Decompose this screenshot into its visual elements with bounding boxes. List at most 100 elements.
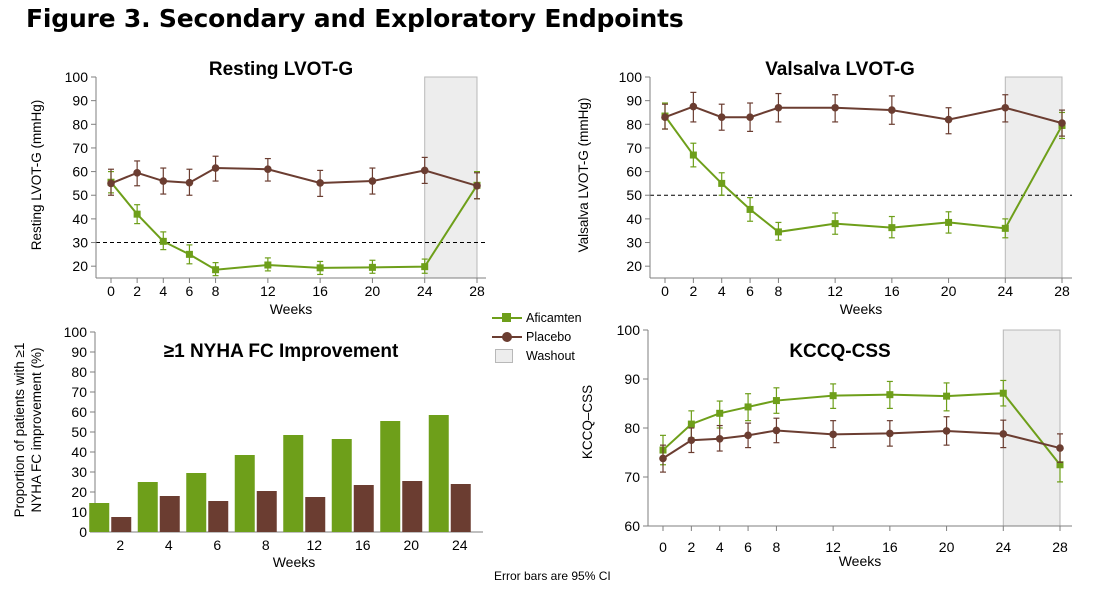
y-axis-label: Proportion of patients with ≥1 NYHA FC im…: [12, 343, 44, 518]
x-tick-label: 2: [689, 283, 697, 299]
x-tick-label: 4: [159, 283, 167, 299]
data-point: [999, 389, 1007, 397]
x-tick-label: 20: [939, 539, 955, 555]
y-tick-label: 80: [624, 420, 640, 436]
bar-aficamten: [137, 482, 158, 532]
x-tick-label: 12: [825, 539, 841, 555]
x-tick-label: 16: [882, 539, 898, 555]
x-tick-label: 24: [452, 537, 468, 553]
y-tick-label: 20: [71, 484, 87, 500]
bar-placebo: [159, 496, 180, 532]
x-tick-label: 4: [718, 283, 726, 299]
data-point: [1001, 224, 1009, 232]
y-tick-label: 50: [626, 187, 642, 203]
series-line: [664, 115, 1063, 233]
y-axis-label: Valsalva LVOT-G (mmHg): [576, 98, 591, 253]
y-tick-label: 70: [626, 140, 642, 156]
x-tick-label: 0: [107, 283, 115, 299]
legend-item-placebo: Placebo: [492, 327, 582, 346]
data-point: [421, 263, 429, 271]
x-tick-label: 24: [417, 283, 433, 299]
chart-valsalva: Valsalva LVOT-G Valsalva LVOT-G (mmHg) Wee…: [576, 59, 1072, 317]
data-point: [368, 263, 376, 271]
y-tick-label: 20: [72, 258, 88, 274]
x-tick-label: 0: [659, 539, 667, 555]
data-point: [772, 397, 780, 405]
bar-placebo: [208, 501, 229, 532]
x-tick-label: 20: [365, 283, 381, 299]
data-point: [212, 266, 220, 274]
x-tick-label: 12: [306, 537, 322, 553]
data-point: [774, 103, 783, 112]
data-point: [1056, 461, 1064, 469]
y-tick-label: 30: [626, 235, 642, 251]
series-aficamten: [659, 379, 1064, 483]
data-point: [420, 166, 429, 175]
series-placebo: [661, 91, 1066, 137]
y-tick-label: 60: [71, 404, 87, 420]
x-tick-label: 2: [133, 283, 141, 299]
y-tick-label: 80: [72, 116, 88, 132]
y-tick-label: 0: [79, 524, 87, 540]
x-tick-label: 16: [355, 537, 371, 553]
y-tick-label: 80: [71, 364, 87, 380]
bar-placebo: [450, 484, 471, 532]
data-point: [1001, 103, 1010, 112]
chart-title: Resting LVOT-G: [209, 59, 353, 80]
data-point: [687, 420, 695, 428]
data-point: [264, 165, 272, 174]
y-tick-label: 100: [619, 69, 643, 85]
y-tick-label: 70: [72, 140, 88, 156]
data-point: [133, 168, 141, 177]
chart-resting: Resting LVOT-G Resting LVOT-G (mmHg) Weeks…: [29, 59, 486, 317]
data-point: [659, 454, 667, 463]
legend: Aficamten Placebo Washout: [492, 308, 582, 365]
data-point: [718, 179, 726, 187]
data-point: [689, 102, 698, 111]
series-line: [110, 181, 478, 271]
x-tick-label: 4: [716, 539, 724, 555]
bar-placebo: [305, 497, 326, 532]
legend-swatch-placebo: [492, 330, 522, 344]
x-tick-label: 16: [312, 283, 328, 299]
legend-swatch-aficamten: [492, 311, 522, 325]
x-tick-label: 8: [262, 537, 270, 553]
series-line: [664, 105, 1063, 125]
data-point: [107, 179, 115, 188]
data-point: [133, 210, 141, 218]
bar-aficamten: [186, 473, 207, 532]
data-point: [829, 392, 837, 400]
data-point: [687, 436, 696, 445]
y-axis-label: Resting LVOT-G (mmHg): [29, 100, 44, 251]
y-tick-label: 10: [71, 504, 87, 520]
x-tick-label: 24: [997, 283, 1013, 299]
series-line: [662, 429, 1061, 460]
x-tick-label: 12: [260, 283, 276, 299]
series-line: [110, 167, 478, 187]
x-tick-label: 28: [1054, 283, 1070, 299]
x-axis-label: Weeks: [270, 301, 313, 317]
data-point: [945, 218, 953, 226]
y-tick-label: 100: [617, 322, 641, 338]
x-tick-label: 6: [213, 537, 221, 553]
data-point: [746, 113, 754, 121]
x-tick-label: 16: [884, 283, 900, 299]
data-point: [159, 177, 168, 185]
x-axis-label: Weeks: [273, 554, 316, 570]
chart-title: ≥1 NYHA FC Improvement: [164, 341, 399, 362]
x-tick-label: 6: [746, 283, 754, 299]
y-tick-label: 60: [624, 518, 640, 534]
x-tick-label: 6: [186, 283, 194, 299]
data-point: [716, 409, 724, 417]
y-tick-label: 50: [71, 424, 87, 440]
x-tick-label: 4: [165, 537, 173, 553]
data-point: [368, 177, 377, 185]
bar-placebo: [353, 485, 374, 532]
series-placebo: [659, 416, 1064, 473]
bar-aficamten: [380, 421, 401, 532]
chart-nyha: ≥1 NYHA FC Improvement Proportion of pati…: [12, 324, 483, 570]
y-tick-label: 50: [72, 187, 88, 203]
y-tick-label: 90: [624, 371, 640, 387]
